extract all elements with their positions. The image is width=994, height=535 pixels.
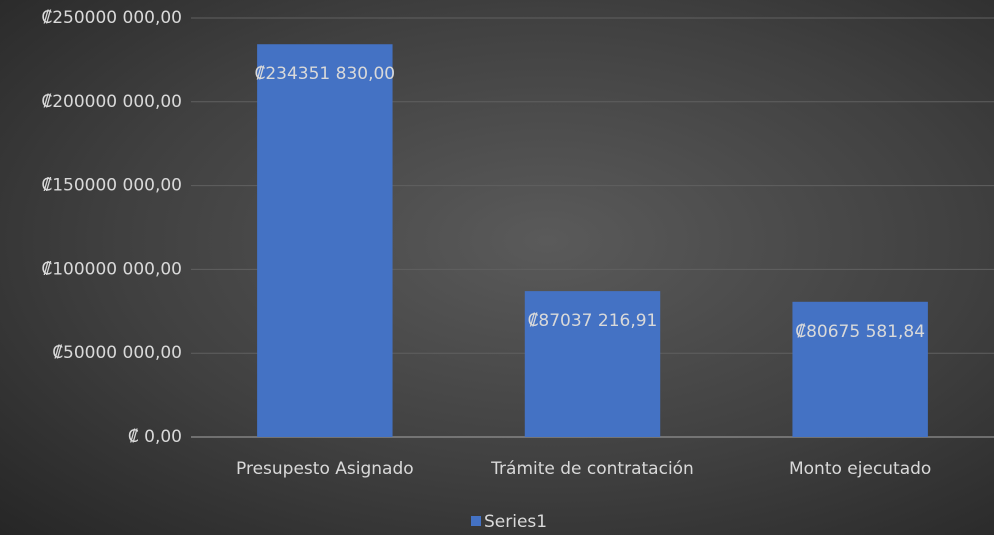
x-tick-label: Monto ejecutado bbox=[789, 459, 931, 479]
legend-label: Series1 bbox=[484, 512, 547, 532]
data-label: ₡80675 581,84 bbox=[795, 322, 925, 342]
y-tick-label: ₡100000 000,00 bbox=[41, 259, 182, 279]
x-tick-label: Trámite de contratación bbox=[490, 459, 694, 479]
y-tick-label: ₡250000 000,00 bbox=[41, 8, 182, 28]
bar bbox=[792, 301, 928, 437]
data-label: ₡87037 216,91 bbox=[528, 311, 658, 331]
x-tick-label: Presupesto Asignado bbox=[236, 459, 414, 479]
legend-swatch bbox=[471, 516, 481, 526]
y-tick-label: ₡150000 000,00 bbox=[41, 176, 182, 196]
bar bbox=[257, 44, 393, 438]
bar bbox=[524, 291, 661, 437]
y-tick-label: ₡50000 000,00 bbox=[52, 343, 182, 363]
y-tick-label: ₡200000 000,00 bbox=[41, 92, 182, 112]
data-label: ₡234351 830,00 bbox=[255, 64, 396, 84]
y-tick-label: ₡ 0,00 bbox=[128, 427, 182, 447]
